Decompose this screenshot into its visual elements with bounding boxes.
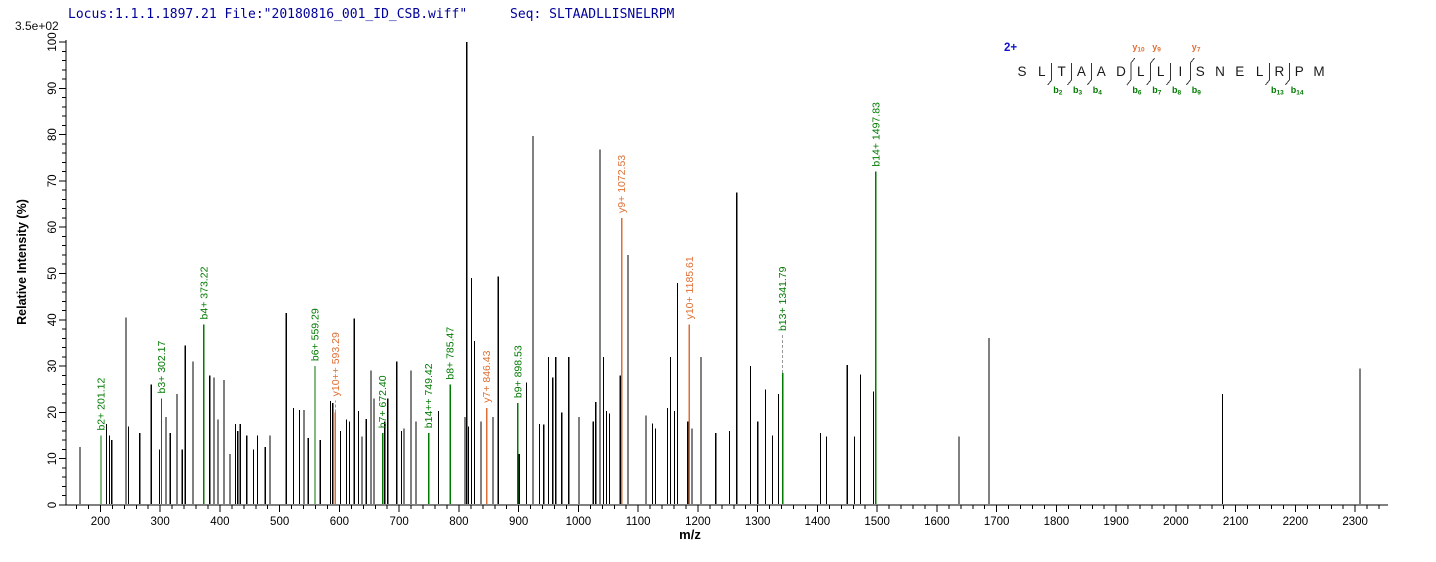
y-ion-label: y9+ 1072.53 <box>616 155 628 213</box>
b-ion-label: b6+ 559.29 <box>310 308 322 361</box>
x-tick-label: 2000 <box>1163 516 1189 528</box>
residue-letter: A <box>1077 64 1086 79</box>
y-tick-label: 40 <box>47 313 59 326</box>
x-tick-label: 1500 <box>864 516 890 528</box>
residue-letter: E <box>1235 64 1244 79</box>
y-tick-label: 60 <box>47 221 59 234</box>
header-bar: Locus:1.1.1.1897.21 File:"20180816_001_I… <box>0 7 1436 25</box>
x-tick-label: 1600 <box>924 516 950 528</box>
x-tick-label: 1700 <box>984 516 1010 528</box>
b-ion-label: b7+ 672.40 <box>377 375 389 428</box>
residue-letter: A <box>1097 64 1106 79</box>
y-tick-label: 70 <box>47 175 59 188</box>
sequence-b-ion-tag: b14 <box>1291 85 1304 97</box>
y-cleavage-hook <box>1150 57 1156 64</box>
sequence-b-ion-tag: b6 <box>1132 85 1142 97</box>
residue-letter: L <box>1137 64 1145 79</box>
sequence-b-ion-tag: b3 <box>1073 85 1083 97</box>
b-ion-label: b14++ 749.42 <box>423 363 435 428</box>
y-tick-label: 20 <box>47 406 59 419</box>
sequence-b-ion-tag: b2 <box>1053 85 1063 97</box>
residue-letter: L <box>1038 64 1046 79</box>
x-tick-label: 300 <box>151 516 170 528</box>
y-tick-label: 50 <box>47 267 59 280</box>
sequence-y-ion-tag: y9 <box>1152 42 1161 54</box>
x-tick-label: 1000 <box>566 516 592 528</box>
y-ion-label: y10++ 593.29 <box>330 332 342 396</box>
y-tick-label: 80 <box>47 128 59 141</box>
y-ion-label: y7+ 846.43 <box>481 350 493 402</box>
y-tick-label: 10 <box>47 452 59 465</box>
b-ion-label: b4+ 373.22 <box>198 266 210 319</box>
residue-letter: N <box>1215 64 1225 79</box>
residue-letter: S <box>1017 64 1026 79</box>
x-tick-label: 800 <box>449 516 468 528</box>
b-cleavage-hook <box>1146 79 1152 86</box>
y-axis-title: Relative Intensity (%) <box>15 199 29 325</box>
y-cleavage-hook <box>1130 57 1136 64</box>
x-tick-label: 1200 <box>685 516 711 528</box>
sequence-b-ion-tag: b8 <box>1172 85 1182 97</box>
x-axis-title: m/z <box>679 527 701 542</box>
b-cleavage-hook <box>1126 79 1132 86</box>
sequence-b-ion-tag: b13 <box>1271 85 1284 97</box>
b-ion-label: b14+ 1497.83 <box>870 102 882 167</box>
b-cleavage-hook <box>1166 79 1171 86</box>
x-tick-label: 500 <box>270 516 289 528</box>
b-ion-label: b13+ 1341.79 <box>777 266 789 331</box>
y-cleavage-hook <box>1189 57 1195 64</box>
x-tick-label: 2300 <box>1342 516 1368 528</box>
residue-letter: S <box>1196 64 1205 79</box>
x-tick-label: 1100 <box>626 516 651 528</box>
x-tick-label: 900 <box>509 516 528 528</box>
residue-letter: L <box>1256 64 1264 79</box>
x-tick-label: 200 <box>91 516 110 528</box>
y-ion-label: y10+ 1185.61 <box>684 256 696 319</box>
x-tick-label: 600 <box>330 516 349 528</box>
x-tick-label: 1300 <box>745 516 771 528</box>
b-ion-label: b9+ 898.53 <box>512 345 524 398</box>
intensity-scale-label: 3.5e+02 <box>15 19 59 33</box>
x-tick-label: 700 <box>390 516 409 528</box>
residue-letter: D <box>1116 64 1126 79</box>
b-cleavage-hook <box>1047 79 1053 86</box>
y-tick-label: 0 <box>47 502 59 508</box>
y-tick-label: 30 <box>47 360 59 373</box>
sequence-y-ion-tag: y7 <box>1192 42 1201 54</box>
sequence-b-ion-tag: b4 <box>1093 85 1103 97</box>
b-ion-label: b3+ 302.17 <box>156 341 168 394</box>
x-tick-label: 2100 <box>1223 516 1249 528</box>
sequence-b-ion-tag: b7 <box>1152 85 1162 97</box>
x-tick-label: 1900 <box>1103 516 1129 528</box>
residue-letter: L <box>1157 64 1165 79</box>
x-tick-label: 2200 <box>1283 516 1309 528</box>
b-cleavage-hook <box>1086 79 1092 86</box>
y-tick-label: 90 <box>47 82 59 95</box>
b-cleavage-hook <box>1284 79 1290 86</box>
locus-file-text: Locus:1.1.1.1897.21 File:"20180816_001_I… <box>68 7 468 22</box>
residue-letter: P <box>1295 64 1304 79</box>
sequence-b-ion-tag: b9 <box>1192 85 1202 97</box>
x-tick-label: 1800 <box>1044 516 1070 528</box>
residue-letter: M <box>1313 64 1324 79</box>
sequence-y-ion-tag: y10 <box>1132 42 1145 54</box>
precursor-charge-label: 2+ <box>1004 42 1017 54</box>
b-cleavage-hook <box>1265 79 1270 86</box>
y-tick-label: 100 <box>47 32 59 51</box>
residue-letter: I <box>1179 64 1183 79</box>
x-tick-label: 400 <box>210 516 229 528</box>
b-cleavage-hook <box>1067 79 1072 86</box>
residue-letter: R <box>1275 64 1285 79</box>
b-ion-label: b8+ 785.47 <box>445 327 457 380</box>
sequence-header-text: Seq: SLTAADLLISNELRPM <box>510 7 675 22</box>
x-tick-label: 1400 <box>805 516 831 528</box>
b-cleavage-hook <box>1185 79 1191 86</box>
b-ion-label: b2+ 201.12 <box>96 378 108 431</box>
residue-letter: T <box>1057 64 1065 79</box>
